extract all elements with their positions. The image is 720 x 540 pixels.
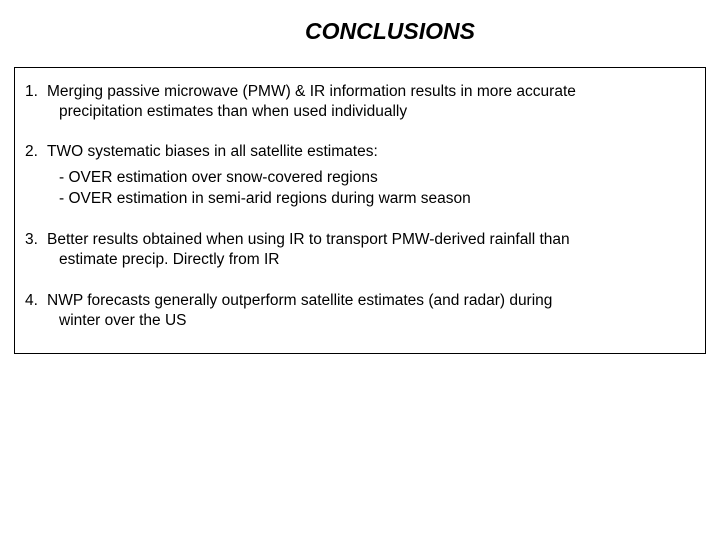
content-box: 1.Merging passive microwave (PMW) & IR i… <box>14 67 706 354</box>
item-text-cont: winter over the US <box>25 311 695 331</box>
sub-list: - OVER estimation over snow-covered regi… <box>25 168 695 210</box>
item-number: 1. <box>25 82 47 102</box>
item-number: 2. <box>25 142 47 162</box>
item-text-cont: estimate precip. Directly from IR <box>25 250 695 270</box>
slide-title: CONCLUSIONS <box>0 0 720 55</box>
slide: CONCLUSIONS 1.Merging passive microwave … <box>0 0 720 540</box>
item-text: NWP forecasts generally outperform satel… <box>47 292 552 309</box>
list-item: 3.Better results obtained when using IR … <box>25 230 695 270</box>
item-number: 3. <box>25 230 47 250</box>
item-text: Merging passive microwave (PMW) & IR inf… <box>47 83 576 100</box>
item-text-cont: precipitation estimates than when used i… <box>25 102 695 122</box>
item-number: 4. <box>25 291 47 311</box>
list-item: 4.NWP forecasts generally outperform sat… <box>25 291 695 331</box>
list-item: 1.Merging passive microwave (PMW) & IR i… <box>25 82 695 122</box>
sub-item: - OVER estimation over snow-covered regi… <box>59 168 695 189</box>
item-text: TWO systematic biases in all satellite e… <box>47 143 378 160</box>
item-text: Better results obtained when using IR to… <box>47 231 570 248</box>
sub-item: - OVER estimation in semi-arid regions d… <box>59 189 695 210</box>
list-item: 2.TWO systematic biases in all satellite… <box>25 142 695 210</box>
